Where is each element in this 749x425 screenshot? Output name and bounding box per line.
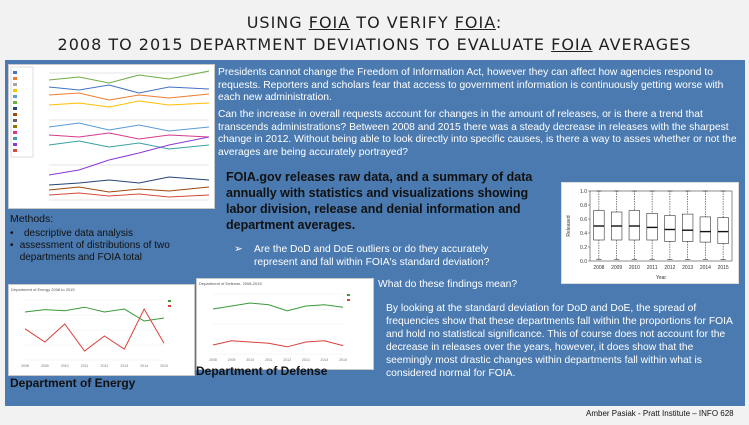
defense-chart-title: Department of Defense, 2008-2015 bbox=[199, 281, 262, 286]
conclusion-text: By looking at the standard deviation for… bbox=[386, 303, 733, 379]
bullet-icon: • bbox=[10, 240, 14, 251]
question-1: ➢ Are the DoD and DoE outliers or do they… bbox=[234, 244, 490, 268]
legend-swatches bbox=[13, 71, 17, 152]
intro-paragraph-1: Presidents cannot change the Freedom of … bbox=[218, 67, 724, 103]
x-tick-label: 2011 bbox=[647, 265, 658, 271]
bullet-icon: • bbox=[10, 228, 14, 239]
y-tick-label: 0.8 bbox=[580, 203, 587, 209]
defense-svg: 2008 2009 2010 2011 2012 2013 2014 2015 bbox=[209, 293, 350, 362]
arrow-bullet-icon: ➢ bbox=[234, 244, 243, 255]
highlight-text: FOIA.gov releases raw data, and a summar… bbox=[226, 170, 533, 232]
y-tick-label: 0.2 bbox=[580, 245, 587, 251]
energy-chart-title: Department of Energy 2008 to 2015 bbox=[11, 287, 75, 292]
x-tick-label: 2010 bbox=[246, 358, 254, 362]
x-tick-label: 2008 bbox=[209, 358, 217, 362]
box-2013 bbox=[682, 213, 694, 242]
defense-caption: Department of Defense bbox=[196, 364, 328, 378]
series-line-0 bbox=[24, 306, 165, 322]
x-tick-label: 2012 bbox=[664, 265, 675, 271]
defense-chart: Department of Defense, 2008-2015 2008 200… bbox=[196, 278, 374, 370]
x-tick-label: 2014 bbox=[700, 265, 711, 271]
legend-swatch bbox=[347, 299, 350, 301]
boxplot-chart: 0.0 0.2 0.4 0.6 0.8 1.0 Released 2008 2009 2010 20… bbox=[561, 182, 739, 284]
footer-credit: Amber Pasiak - Pratt Institute – INFO 62… bbox=[586, 409, 734, 418]
legend-swatch bbox=[347, 294, 350, 296]
x-tick-label: 2009 bbox=[228, 358, 236, 362]
methods-heading: Methods: bbox=[10, 213, 54, 225]
x-tick-label: 2010 bbox=[61, 364, 69, 368]
y-tick-label: 0.6 bbox=[580, 217, 587, 223]
intro-paragraph-2: Can the increase in overall requests acc… bbox=[218, 109, 737, 158]
y-tick-label: 0.4 bbox=[580, 231, 587, 237]
methods-list: • descriptive data analysis • assessment o… bbox=[10, 228, 210, 264]
methods-item: • assessment of distributions of two depa… bbox=[10, 240, 170, 263]
x-tick-label: 2015 bbox=[718, 265, 729, 271]
y-tick-label: 0.0 bbox=[580, 259, 587, 265]
x-tick-label: 2008 bbox=[21, 364, 29, 368]
box-2012 bbox=[664, 215, 676, 242]
methods-item: • descriptive data analysis bbox=[10, 228, 133, 239]
question-2: ➢What do these findings mean? bbox=[360, 279, 600, 291]
box-2011 bbox=[646, 213, 658, 241]
agency-lines-chart bbox=[8, 64, 215, 209]
x-tick-label: 2014 bbox=[140, 364, 148, 368]
energy-chart: Department of Energy 2008 to 2015 2008 20… bbox=[8, 284, 195, 376]
chart-grid bbox=[49, 72, 209, 201]
x-axis-label: Year bbox=[656, 275, 666, 281]
y-tick-label: 1.0 bbox=[580, 189, 587, 195]
box-2014 bbox=[699, 216, 712, 243]
series-line-1 bbox=[24, 307, 165, 352]
x-tick-label: 2014 bbox=[321, 358, 329, 362]
legend-swatch bbox=[168, 300, 171, 302]
energy-svg: 2008 2009 2010 2011 2012 2013 2014 2015 bbox=[21, 299, 171, 368]
x-tick-label: 2011 bbox=[81, 364, 89, 368]
x-tick-label: 2012 bbox=[283, 358, 291, 362]
agency-series bbox=[48, 70, 210, 198]
series-line-1 bbox=[212, 340, 344, 348]
boxplot-svg: 0.0 0.2 0.4 0.6 0.8 1.0 Released 2008 2009 2010 20… bbox=[566, 189, 733, 281]
x-tick-label: 2009 bbox=[611, 265, 622, 271]
x-tick-label: 2013 bbox=[682, 265, 693, 271]
y-axis-label: Released bbox=[566, 215, 572, 236]
x-tick-label: 2015 bbox=[160, 364, 168, 368]
title-line-1: USING FOIA TO VERIFY FOIA: bbox=[246, 13, 503, 32]
box-2015 bbox=[717, 217, 729, 244]
energy-caption: Department of Energy bbox=[10, 376, 136, 390]
x-tick-label: 2012 bbox=[101, 364, 109, 368]
series-line-0 bbox=[212, 302, 344, 312]
x-tick-label: 2015 bbox=[339, 358, 347, 362]
x-tick-label: 2010 bbox=[629, 265, 640, 271]
title-line-2: 2008 TO 2015 DEPARTMENT DEVIATIONS TO EV… bbox=[57, 35, 692, 54]
plot-frame bbox=[589, 190, 733, 262]
legend-swatch bbox=[168, 305, 171, 307]
x-tick-label: 2013 bbox=[302, 358, 310, 362]
x-tick-label: 2009 bbox=[41, 364, 49, 368]
x-tick-label: 2008 bbox=[593, 265, 604, 271]
x-tick-label: 2013 bbox=[120, 364, 128, 368]
x-tick-label: 2011 bbox=[265, 358, 273, 362]
agency-lines-svg bbox=[10, 66, 210, 201]
